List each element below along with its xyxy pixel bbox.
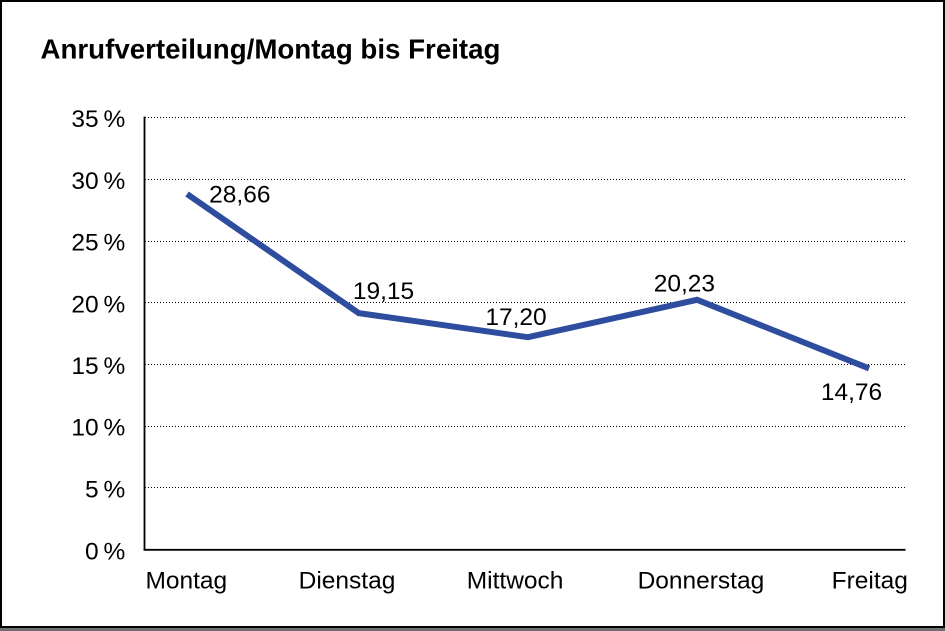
svg-text:14,76: 14,76	[821, 379, 882, 406]
svg-text:30 %: 30 %	[71, 168, 125, 195]
svg-text:Montag: Montag	[145, 568, 227, 595]
svg-text:25 %: 25 %	[71, 230, 125, 257]
svg-text:5 %: 5 %	[85, 476, 125, 503]
svg-text:35 %: 35 %	[71, 106, 125, 133]
svg-text:Dienstag: Dienstag	[299, 568, 396, 595]
svg-text:15 %: 15 %	[71, 353, 125, 380]
svg-text:19,15: 19,15	[353, 278, 414, 305]
svg-text:17,20: 17,20	[485, 304, 546, 331]
svg-text:Donnerstag: Donnerstag	[638, 568, 765, 595]
svg-text:Freitag: Freitag	[832, 568, 908, 595]
svg-text:20 %: 20 %	[71, 291, 125, 318]
svg-text:Anrufverteilung/Montag bis Fre: Anrufverteilung/Montag bis Freitag	[41, 34, 501, 65]
svg-text:10 %: 10 %	[71, 415, 125, 442]
svg-text:28,66: 28,66	[209, 182, 270, 209]
svg-text:Mittwoch: Mittwoch	[467, 568, 564, 595]
svg-text:0 %: 0 %	[85, 539, 125, 566]
svg-text:20,23: 20,23	[654, 270, 715, 297]
